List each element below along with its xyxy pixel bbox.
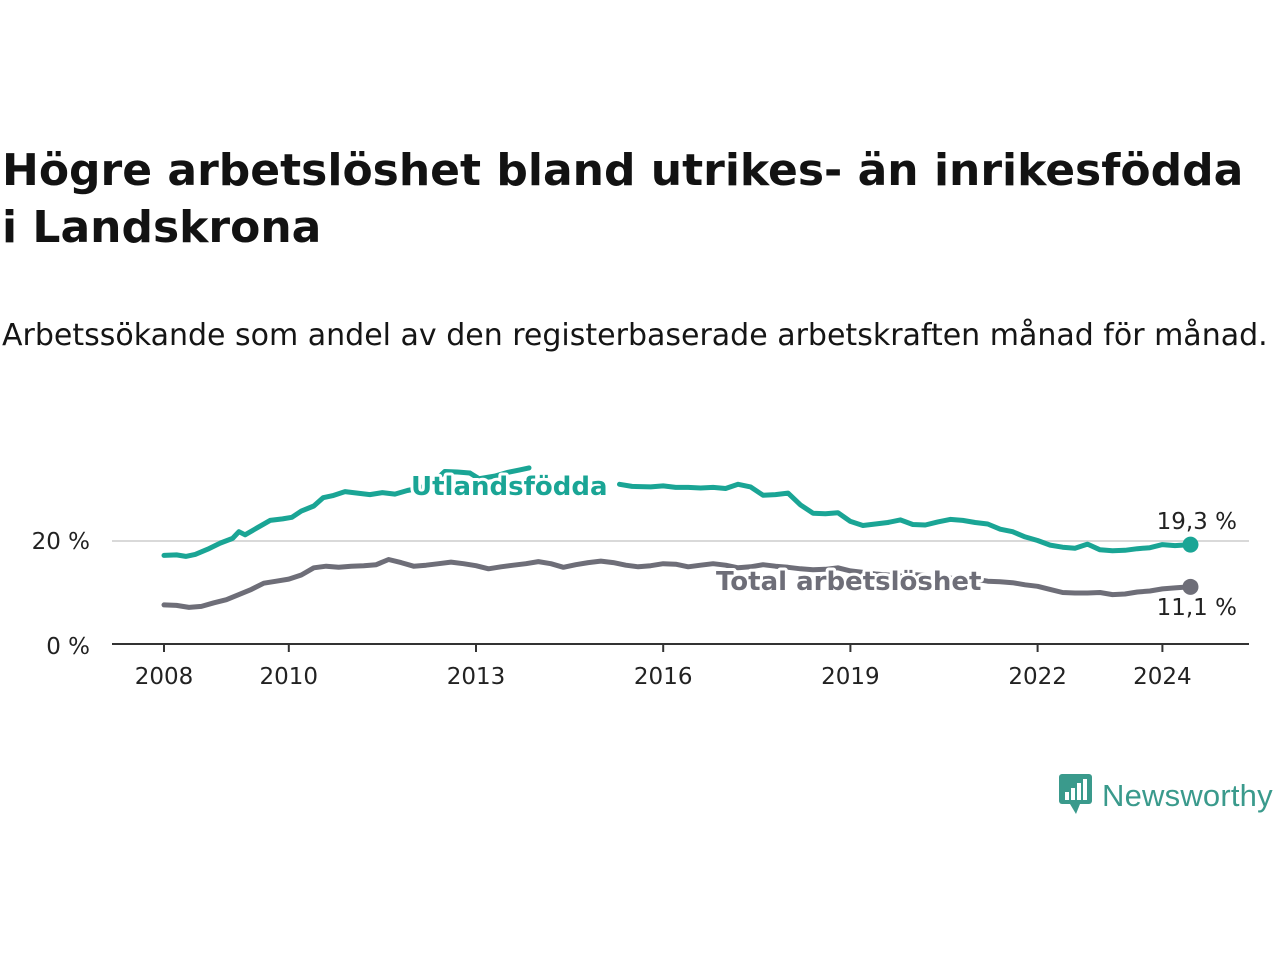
x-tick-label-2019: 2019 xyxy=(821,664,880,690)
line-chart: 20 % 0 % 2008 2010 2013 2016 2019 2022 2024 Ut… xyxy=(32,465,1249,690)
series-line-utlandsfodda-1 xyxy=(161,469,473,559)
y-tick-label-0: 0 % xyxy=(46,634,90,660)
series-label-utlandsfodda: Utlandsfödda xyxy=(411,472,608,502)
series-line-utlandsfodda-3 xyxy=(617,481,1193,554)
chart-subtitle: Arbetssökande som andel av den registerb… xyxy=(2,318,1268,353)
y-tick-label-20: 20 % xyxy=(32,529,90,555)
chart-title: Högre arbetslöshet bland utrikes- än inr… xyxy=(2,145,1244,253)
newsworthy-brand[interactable]: Newsworthy xyxy=(1058,772,1273,820)
end-point-total xyxy=(1182,578,1199,595)
series-line-total xyxy=(161,557,1193,610)
series-line-utlandsfodda-2 xyxy=(467,465,532,482)
end-value-utlandsfodda: 19,3 % xyxy=(1157,509,1237,535)
end-value-total: 11,1 % xyxy=(1157,595,1237,621)
brand-name: Newsworthy xyxy=(1102,778,1273,813)
x-tick-label-2022: 2022 xyxy=(1008,664,1067,690)
newsworthy-logo-icon xyxy=(1058,772,1094,820)
x-tick-label-2016: 2016 xyxy=(634,664,693,690)
x-tick-label-2013: 2013 xyxy=(447,664,506,690)
x-tick-label-2024: 2024 xyxy=(1133,664,1192,690)
series-total-group xyxy=(161,557,1199,610)
end-point-utlandsfodda xyxy=(1182,536,1199,553)
x-axis-ticks: 2008 2010 2013 2016 2019 2022 2024 xyxy=(135,644,1192,690)
series-label-total: Total arbetslöshet xyxy=(716,567,981,597)
x-tick-label-2010: 2010 xyxy=(260,664,319,690)
series-utlandsfodda-group xyxy=(161,465,1199,559)
x-tick-label-2008: 2008 xyxy=(135,664,194,690)
